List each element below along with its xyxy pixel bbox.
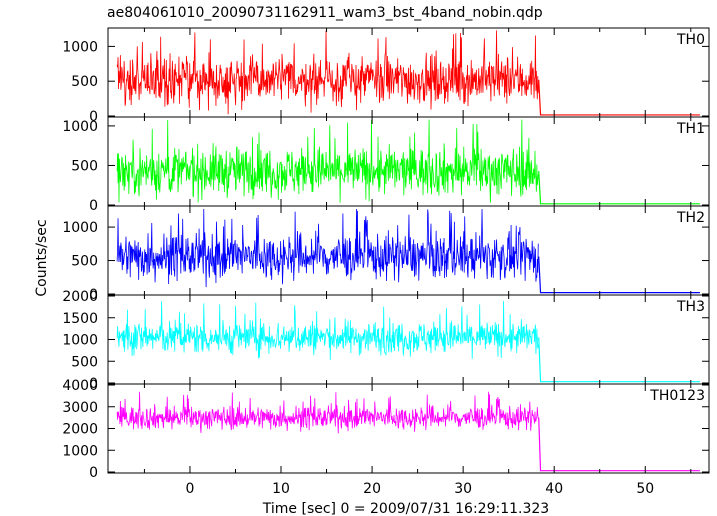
series-line-th2 [116,209,539,288]
y-tick-label: 0 [89,376,98,392]
panel-name-th3: TH3 [676,299,705,315]
x-tick-label: 40 [545,481,563,497]
series-line-th0123 [116,391,539,434]
panel-name-th0: TH0 [676,32,705,48]
panel-th1: TH1 0 500 1000 [62,116,710,214]
panel-th2: TH2 0 500 1000 [62,205,710,303]
y-tick-label: 1000 [62,119,98,135]
y-tick-label: 2000 [62,289,98,305]
panel-name-th0123: TH0123 [649,388,705,404]
y-tick-label: 1000 [62,333,98,349]
panels: TH005001000TH105001000TH205001000TH30500… [62,27,710,497]
x-tick-label: 30 [454,481,472,497]
y-tick-label: 0 [89,465,98,481]
panel-frame [107,383,710,474]
x-tick-label: 50 [636,481,654,497]
y-tick-label: 1500 [62,311,98,327]
panel-th0123: TH0123 0 1000 2000 3000 4000 [62,378,710,481]
panel-th3: TH3 0 500 1000 1500 2000 [62,289,710,392]
y-tick-label: 2000 [62,422,98,438]
chart-title: ae804061010_20090731162911_wam3_bst_4ban… [107,5,543,21]
y-tick-label: 4000 [62,378,98,394]
x-tick-label: 10 [272,481,290,497]
y-tick-label: 0 [89,198,98,214]
series-tail-th0123 [538,417,700,472]
series-tail-th3 [538,337,700,383]
y-tick-label: 1000 [62,39,98,55]
x-axis-label: Time [sec] 0 = 2009/07/31 16:29:11.323 [262,501,549,516]
y-tick-label: 0 [89,109,98,125]
series-line-th1 [116,119,539,203]
y-tick-label: 500 [71,354,98,370]
series-line-th0 [116,30,539,115]
panel-th0: TH0 0 500 1000 [62,27,710,125]
y-tick-label: 500 [71,254,98,270]
panel-name-th1: TH1 [676,121,705,137]
series-line-th3 [116,300,539,360]
series-tail-th2 [538,256,700,294]
panel-name-th2: TH2 [676,210,705,226]
y-tick-label: 1000 [62,443,98,459]
y-tick-label: 0 [89,287,98,303]
x-tick-label: 20 [363,481,381,497]
y-axis-label: Counts/sec [34,219,50,296]
series-tail-th1 [538,170,700,205]
y-tick-label: 500 [71,158,98,174]
y-tick-label: 3000 [62,400,98,416]
x-tick-label: 0 [185,481,194,497]
series-tail-th0 [538,79,700,116]
y-tick-label: 500 [71,74,98,90]
y-tick-label: 1000 [62,220,98,236]
